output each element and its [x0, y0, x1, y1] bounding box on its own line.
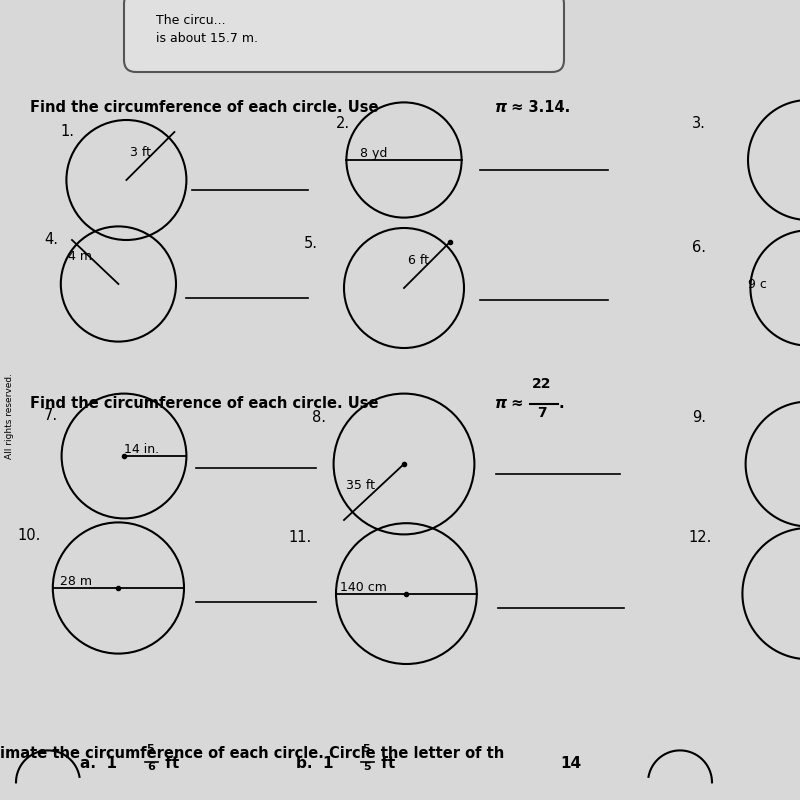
Text: 3 ft: 3 ft — [130, 146, 150, 158]
Text: 5: 5 — [362, 744, 370, 754]
Text: ≈: ≈ — [506, 396, 528, 411]
Text: 11.: 11. — [288, 530, 311, 546]
Text: 4.: 4. — [44, 232, 58, 247]
Text: 28 m: 28 m — [60, 575, 92, 588]
Text: 35 ft: 35 ft — [346, 479, 374, 492]
Text: 1.: 1. — [60, 124, 74, 139]
Text: 9.: 9. — [692, 410, 706, 426]
Text: 9 c: 9 c — [748, 278, 767, 290]
Text: All rights reserved.: All rights reserved. — [5, 373, 14, 459]
Text: a.  1: a. 1 — [80, 756, 117, 771]
Text: 3.: 3. — [692, 116, 706, 131]
Text: 14: 14 — [560, 756, 581, 771]
Text: 5: 5 — [363, 762, 371, 771]
Text: ft: ft — [160, 756, 179, 771]
Text: π: π — [494, 396, 506, 411]
Text: π: π — [494, 100, 506, 115]
Text: 2.: 2. — [336, 116, 350, 131]
Text: 12.: 12. — [688, 530, 711, 546]
Text: 7.: 7. — [44, 408, 58, 423]
Text: The circu...: The circu... — [156, 14, 226, 26]
FancyBboxPatch shape — [124, 0, 564, 72]
Text: 7: 7 — [538, 406, 547, 419]
Text: ≈ 3.14.: ≈ 3.14. — [506, 100, 570, 115]
Text: Find the circumference of each circle. Use: Find the circumference of each circle. U… — [30, 100, 384, 115]
Text: imate the circumference of each circle. Circle the letter of th: imate the circumference of each circle. … — [0, 746, 504, 761]
Text: 6 ft: 6 ft — [408, 254, 429, 266]
Text: 5.: 5. — [304, 236, 318, 251]
Text: 10.: 10. — [18, 528, 41, 543]
Text: .: . — [558, 396, 564, 411]
Text: 8.: 8. — [312, 410, 326, 426]
Text: b.  1: b. 1 — [296, 756, 334, 771]
Text: 140 cm: 140 cm — [340, 581, 387, 594]
Text: 22: 22 — [532, 378, 551, 391]
Text: ft: ft — [376, 756, 395, 771]
Text: 4 m: 4 m — [68, 250, 92, 262]
Text: 6.: 6. — [692, 240, 706, 255]
Text: Find the circumference of each circle. Use: Find the circumference of each circle. U… — [30, 396, 384, 411]
Text: 5: 5 — [146, 744, 154, 754]
Text: 8 yd: 8 yd — [360, 147, 387, 160]
Text: is about 15.7 m.: is about 15.7 m. — [156, 32, 258, 45]
Text: 14 in.: 14 in. — [124, 443, 159, 456]
Text: 6: 6 — [147, 762, 155, 771]
